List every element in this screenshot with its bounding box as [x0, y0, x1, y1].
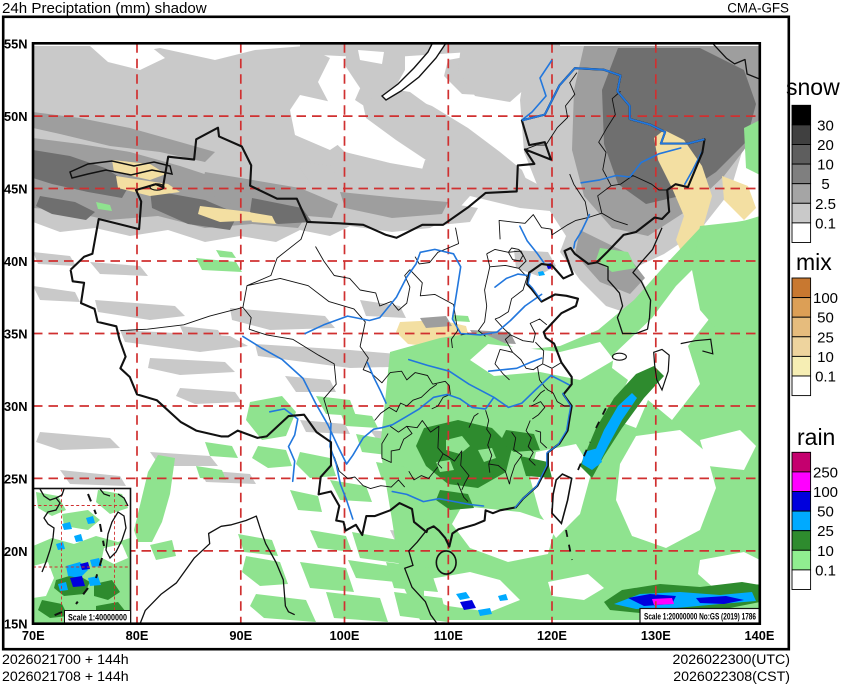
svg-text:2026021708 + 144h: 2026021708 + 144h [2, 669, 129, 684]
svg-text:80E: 80E [126, 628, 149, 643]
svg-text:5: 5 [821, 176, 829, 193]
svg-text:25: 25 [817, 329, 834, 346]
svg-text:2026022308(CST): 2026022308(CST) [673, 669, 790, 684]
svg-text:70E: 70E [22, 628, 45, 643]
svg-text:20N: 20N [4, 544, 27, 559]
svg-text:130E: 130E [641, 628, 671, 643]
svg-text:20: 20 [817, 137, 834, 154]
svg-text:2026022300(UTC): 2026022300(UTC) [672, 652, 790, 668]
svg-text:50: 50 [817, 504, 834, 521]
svg-text:40N: 40N [4, 254, 27, 269]
svg-text:45N: 45N [4, 182, 27, 197]
svg-text:250: 250 [813, 464, 838, 481]
svg-text:140E: 140E [745, 628, 775, 643]
svg-text:30N: 30N [4, 399, 27, 414]
svg-text:25: 25 [817, 523, 834, 540]
svg-text:100: 100 [813, 290, 838, 307]
svg-text:90E: 90E [229, 628, 252, 643]
svg-text:15N: 15N [4, 616, 27, 631]
svg-text:10: 10 [817, 157, 834, 174]
svg-text:55N: 55N [4, 37, 27, 52]
svg-text:10: 10 [817, 543, 834, 560]
svg-text:2.5: 2.5 [815, 196, 836, 213]
svg-text:2026021700 + 144h: 2026021700 + 144h [2, 652, 129, 668]
svg-text:Scale 1:40000000: Scale 1:40000000 [68, 612, 127, 622]
svg-text:rain: rain [797, 424, 835, 450]
svg-text:0.1: 0.1 [815, 562, 836, 579]
svg-text:120E: 120E [537, 628, 567, 643]
svg-text:35N: 35N [4, 327, 27, 342]
svg-text:CMA-GFS: CMA-GFS [727, 1, 789, 16]
svg-text:30: 30 [817, 117, 834, 134]
svg-text:snow: snow [786, 74, 840, 100]
svg-text:110E: 110E [434, 628, 464, 643]
svg-text:24h Preciptation (mm) shadow: 24h Preciptation (mm) shadow [2, 0, 207, 17]
svg-text:0.1: 0.1 [815, 215, 836, 232]
svg-text:50: 50 [817, 310, 834, 327]
svg-text:mix: mix [796, 249, 832, 275]
svg-text:100: 100 [813, 484, 838, 501]
svg-text:25N: 25N [4, 471, 27, 486]
svg-text:Scale 1:20000000 No:GS (2019): Scale 1:20000000 No:GS (2019) 1786 [644, 612, 756, 623]
svg-text:0.1: 0.1 [815, 369, 836, 386]
svg-text:50N: 50N [4, 109, 27, 124]
svg-text:100E: 100E [330, 628, 360, 643]
svg-text:10: 10 [817, 349, 834, 366]
